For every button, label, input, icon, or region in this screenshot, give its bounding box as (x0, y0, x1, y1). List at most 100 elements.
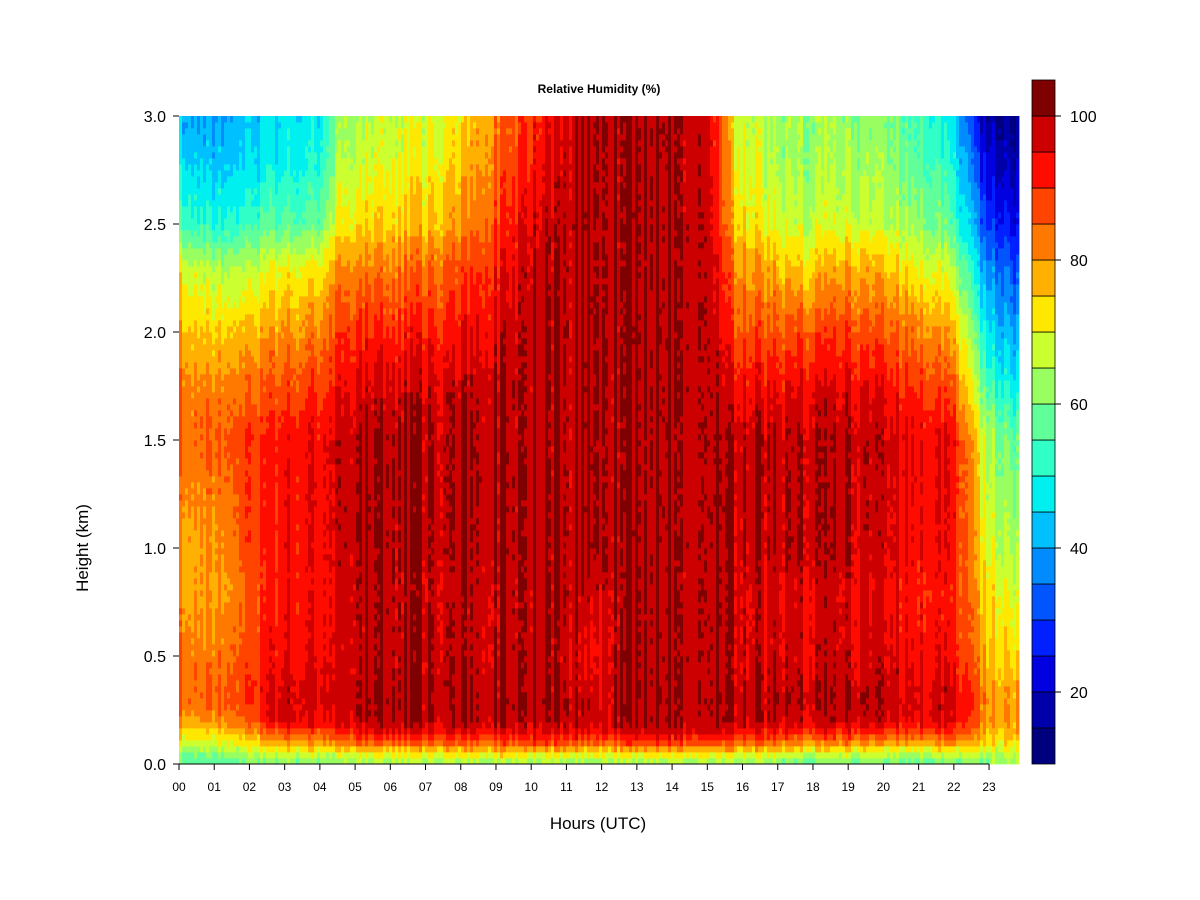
heatmap-cell (194, 638, 198, 645)
heatmap-cell (185, 698, 189, 705)
heatmap-cell (215, 494, 219, 501)
heatmap-cell (296, 338, 300, 345)
heatmap-cell (314, 200, 318, 207)
heatmap-cell (278, 674, 282, 681)
heatmap-cell (296, 320, 300, 327)
heatmap-cell (194, 386, 198, 393)
heatmap-cell (221, 248, 225, 255)
heatmap-cell (245, 506, 249, 513)
heatmap-cell (302, 488, 306, 495)
heatmap-cell (254, 656, 258, 663)
heatmap-cell (269, 368, 273, 375)
heatmap-cell (299, 368, 303, 375)
heatmap-cell (287, 590, 291, 597)
heatmap-cell (230, 374, 234, 381)
heatmap-cell (221, 344, 225, 351)
heatmap-cell (185, 704, 189, 711)
heatmap-cell (206, 146, 210, 153)
heatmap-cell (212, 260, 216, 267)
heatmap-cell (287, 572, 291, 579)
heatmap-cell (227, 116, 231, 123)
heatmap-cell (218, 548, 222, 555)
heatmap-cell (254, 266, 258, 273)
heatmap-cell (314, 344, 318, 351)
heatmap-cell (221, 644, 225, 651)
heatmap-cell (275, 122, 279, 129)
heatmap-cell (257, 242, 261, 249)
heatmap-cell (269, 572, 273, 579)
heatmap-cell (197, 656, 201, 663)
heatmap-cell (191, 338, 195, 345)
heatmap-cell (254, 584, 258, 591)
heatmap-cell (305, 152, 309, 159)
heatmap-cell (254, 620, 258, 627)
heatmap-cell (263, 290, 267, 297)
heatmap-cell (269, 482, 273, 489)
heatmap-cell (233, 278, 237, 285)
heatmap-cell (263, 176, 267, 183)
heatmap-cell (308, 302, 312, 309)
heatmap-cell (275, 194, 279, 201)
heatmap-cell (314, 254, 318, 261)
heatmap-cell (287, 266, 291, 273)
heatmap-cell (197, 212, 201, 219)
heatmap-cell (305, 374, 309, 381)
heatmap-cell (197, 584, 201, 591)
heatmap-cell (290, 140, 294, 147)
heatmap-cell (224, 518, 228, 525)
heatmap-cell (236, 554, 240, 561)
heatmap-cell (179, 482, 183, 489)
heatmap-cell (203, 470, 207, 477)
heatmap-cell (242, 158, 246, 165)
heatmap-cell (221, 140, 225, 147)
heatmap-cell (263, 452, 267, 459)
heatmap-cell (305, 728, 309, 735)
heatmap-cell (269, 404, 273, 411)
heatmap-cell (200, 740, 204, 747)
heatmap-cell (191, 680, 195, 687)
heatmap-cell (314, 692, 318, 699)
heatmap-cell (233, 116, 237, 123)
heatmap-cell (290, 500, 294, 507)
heatmap-cell (251, 650, 255, 657)
heatmap-cell (311, 326, 315, 333)
heatmap-cell (203, 218, 207, 225)
heatmap-cell (293, 254, 297, 261)
heatmap-cell (242, 440, 246, 447)
heatmap-cell (296, 644, 300, 651)
heatmap-cell (278, 656, 282, 663)
heatmap-cell (278, 512, 282, 519)
heatmap-cell (191, 200, 195, 207)
heatmap-cell (245, 302, 249, 309)
heatmap-cell (185, 356, 189, 363)
heatmap-cell (203, 590, 207, 597)
heatmap-cell (269, 278, 273, 285)
heatmap-cell (209, 524, 213, 531)
heatmap-cell (236, 242, 240, 249)
heatmap-cell (197, 698, 201, 705)
heatmap-cell (251, 638, 255, 645)
heatmap-cell (230, 188, 234, 195)
heatmap-cell (305, 158, 309, 165)
heatmap-cell (194, 206, 198, 213)
heatmap-cell (272, 284, 276, 291)
heatmap-cell (191, 524, 195, 531)
heatmap-cell (311, 590, 315, 597)
heatmap-cell (269, 488, 273, 495)
heatmap-cell (308, 176, 312, 183)
heatmap-cell (293, 626, 297, 633)
heatmap-cell (215, 650, 219, 657)
heatmap-cell (302, 266, 306, 273)
heatmap-cell (182, 428, 186, 435)
heatmap-cell (194, 704, 198, 711)
heatmap-cell (200, 338, 204, 345)
heatmap-cell (263, 194, 267, 201)
heatmap-cell (206, 752, 210, 759)
heatmap-cell (215, 596, 219, 603)
heatmap-cell (227, 254, 231, 261)
heatmap-cell (236, 170, 240, 177)
heatmap-cell (227, 518, 231, 525)
heatmap-cell (296, 164, 300, 171)
heatmap-cell (227, 122, 231, 129)
